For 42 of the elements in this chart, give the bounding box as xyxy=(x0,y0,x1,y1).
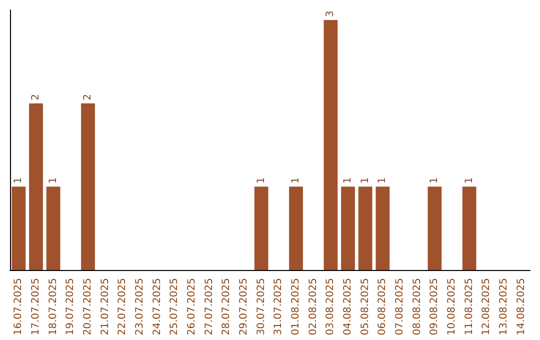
data-label: 2 xyxy=(30,94,42,100)
x-tick-label: 30.07.2025 xyxy=(256,278,267,336)
x-tick-label: 10.08.2025 xyxy=(446,278,458,336)
data-label: 1 xyxy=(360,177,371,184)
x-tick-label: 26.07.2025 xyxy=(186,278,198,336)
x-tick-label: 08.08.2025 xyxy=(412,278,423,336)
data-label: 1 xyxy=(429,177,440,184)
data-label: 1 xyxy=(290,177,302,184)
x-tick-label: 12.08.2025 xyxy=(481,278,492,336)
x-tick-label: 23.07.2025 xyxy=(134,278,146,336)
x-tick-label: 14.08.2025 xyxy=(516,278,527,336)
x-tick-label: 18.07.2025 xyxy=(48,278,59,336)
x-tick-label: 17.07.2025 xyxy=(30,278,42,336)
x-tick-label: 21.07.2025 xyxy=(100,278,111,336)
x-tick-label: 28.07.2025 xyxy=(221,278,232,336)
x-tick-label: 06.08.2025 xyxy=(377,278,388,336)
x-tick-label: 05.08.2025 xyxy=(360,278,371,336)
data-label: 1 xyxy=(464,177,475,184)
data-label: 1 xyxy=(13,177,24,184)
x-tick-label: 31.07.2025 xyxy=(273,278,284,336)
x-tick-label: 19.07.2025 xyxy=(65,278,76,336)
x-tick-label: 02.08.2025 xyxy=(308,278,319,336)
x-tick-label: 09.08.2025 xyxy=(429,278,440,336)
data-label: 1 xyxy=(256,177,267,184)
x-tick-label: 13.08.2025 xyxy=(498,278,510,336)
x-tick-label: 16.07.2025 xyxy=(13,278,24,336)
data-label: 1 xyxy=(377,177,388,184)
x-tick-label: 01.08.2025 xyxy=(290,278,302,336)
x-tick-label: 07.08.2025 xyxy=(394,278,406,336)
x-tick-label: 03.08.2025 xyxy=(325,278,336,336)
x-tick-label: 11.08.2025 xyxy=(464,278,475,336)
x-tick-label: 22.07.2025 xyxy=(117,278,128,336)
x-tick-label: 29.07.2025 xyxy=(238,278,250,336)
x-tick-label: 27.07.2025 xyxy=(204,278,215,336)
data-label: 3 xyxy=(325,10,336,17)
x-tick-label: 24.07.2025 xyxy=(152,278,163,336)
data-label: 1 xyxy=(48,177,59,184)
x-tick-label: 20.07.2025 xyxy=(82,278,94,336)
data-label: 2 xyxy=(82,94,94,100)
x-tick-label: 25.07.2025 xyxy=(169,278,180,336)
data-label: 1 xyxy=(342,177,354,184)
x-tick-label: 04.08.2025 xyxy=(342,278,354,336)
